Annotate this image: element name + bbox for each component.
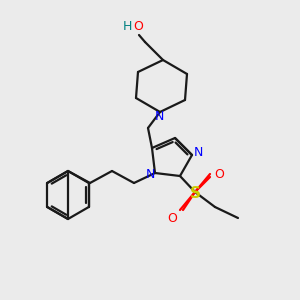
Text: H: H — [123, 20, 132, 34]
Text: N: N — [193, 146, 203, 160]
Text: N: N — [154, 110, 164, 122]
Text: O: O — [133, 20, 143, 34]
Text: O: O — [214, 167, 224, 181]
Text: O: O — [167, 212, 177, 224]
Text: S: S — [190, 185, 200, 200]
Text: N: N — [145, 167, 155, 181]
